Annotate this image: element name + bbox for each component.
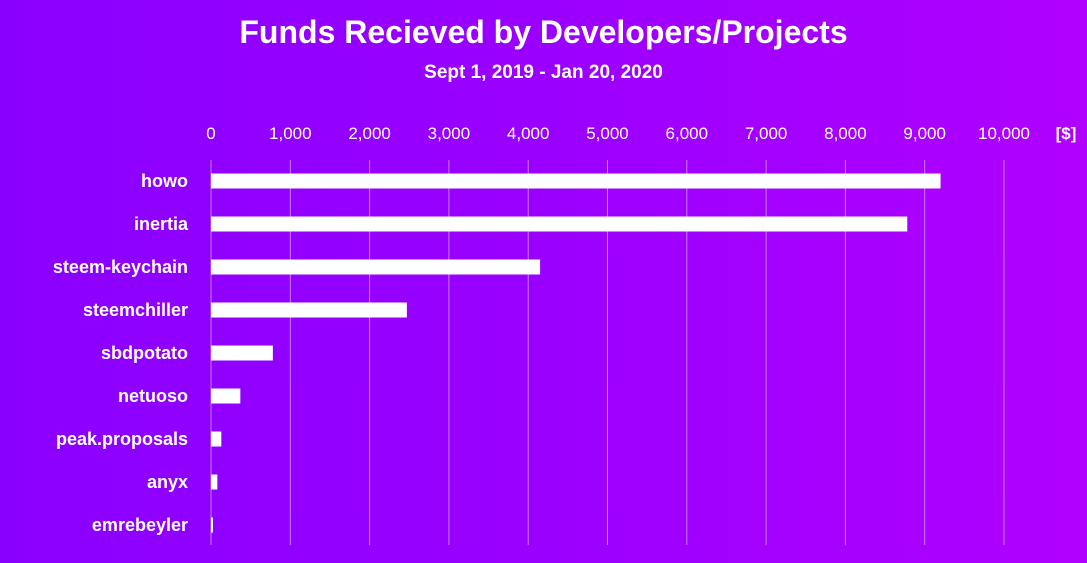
category-label: anyx [147, 472, 188, 492]
chart-subtitle: Sept 1, 2019 - Jan 20, 2020 [424, 62, 663, 83]
bars [211, 173, 941, 533]
bar-netuoso [211, 388, 241, 404]
x-tick-label: 1,000 [269, 124, 312, 143]
bar-anyx [211, 474, 218, 490]
x-tick-label: 10,000 [978, 124, 1030, 143]
category-label: peak.proposals [56, 429, 188, 449]
x-tick-label: 0 [206, 124, 215, 143]
category-labels: howo inertia steem-keychain steemchiller sbd… [53, 171, 189, 535]
category-label: inertia [134, 214, 189, 234]
bar-howo [211, 173, 941, 189]
x-tick-label: 4,000 [507, 124, 550, 143]
chart-title: Funds Recieved by Developers/Projects [239, 14, 848, 50]
x-tick-label: 2,000 [348, 124, 391, 143]
bar-inertia [211, 216, 908, 232]
x-tick-label: 8,000 [824, 124, 867, 143]
bar-steemchiller [211, 302, 407, 318]
x-tick-label: 6,000 [666, 124, 709, 143]
category-label: sbdpotato [101, 343, 188, 363]
x-tick-label: 5,000 [586, 124, 629, 143]
category-label: steem-keychain [53, 257, 188, 277]
category-label: netuoso [118, 386, 188, 406]
unit-label: [$] [1056, 124, 1077, 143]
category-label: emrebeyler [92, 515, 188, 535]
bar-steem-keychain [211, 259, 541, 275]
bar-emrebeyler [211, 517, 213, 533]
x-tick-labels: 0 1,000 2,000 3,000 4,000 5,000 6,000 7,000 8,00… [206, 124, 1030, 143]
category-label: steemchiller [83, 300, 188, 320]
bar-sbdpotato [211, 345, 273, 361]
category-label: howo [141, 171, 188, 191]
x-tick-label: 7,000 [745, 124, 788, 143]
x-tick-label: 9,000 [903, 124, 946, 143]
bar-peak-proposals [211, 431, 222, 447]
x-tick-label: 3,000 [428, 124, 471, 143]
